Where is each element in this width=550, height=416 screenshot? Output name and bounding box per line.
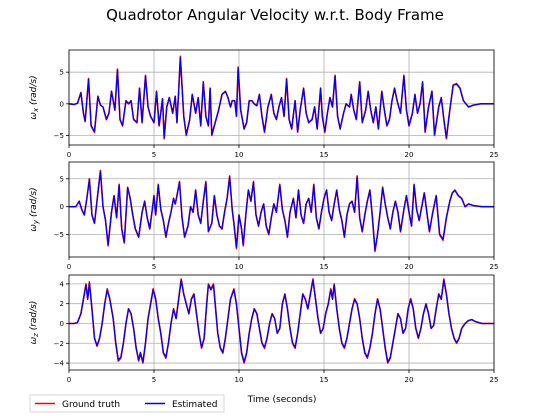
x-tick-label: 0 [67, 263, 71, 271]
y-tick-label: 0 [60, 320, 64, 328]
legend: Ground truth Estimated [30, 395, 224, 412]
x-tick-label: 5 [152, 151, 156, 159]
x-axis-label: Time (seconds) [247, 395, 317, 405]
x-tick-label: 25 [490, 151, 499, 159]
legend-label-estimated: Estimated [172, 400, 217, 410]
subplot-y: 0 5 10 15 20 25 −5 0 5 ωy (rad/s) [29, 162, 498, 271]
x-tick-label: 15 [320, 376, 329, 384]
subplot-x: 0 5 10 15 20 25 −5 0 5 ωx (rad/s) [29, 50, 498, 159]
series-line-estimated [69, 58, 494, 138]
x-tick-label: 0 [67, 376, 71, 384]
y-tick-label: −2 [54, 340, 64, 348]
y-tick-label: −5 [54, 231, 64, 239]
x-tick-label: 10 [235, 263, 244, 271]
axes-frame [69, 162, 494, 257]
x-tick-label: 25 [490, 376, 499, 384]
y-axis-label-x: ωx (rad/s) [29, 75, 40, 119]
x-tick-label: 20 [405, 151, 414, 159]
x-tick-label: 25 [490, 263, 499, 271]
y-tick-label: 0 [60, 203, 64, 211]
x-tick-label: 15 [320, 151, 329, 159]
series-line-estimated [69, 280, 494, 362]
chart-title: Quadrotor Angular Velocity w.r.t. Body F… [106, 6, 444, 24]
y-axis-label-z: ωz (rad/s) [29, 301, 40, 345]
y-tick-label: −5 [54, 132, 64, 140]
x-tick-label: 5 [152, 263, 156, 271]
y-tick-label: 2 [60, 300, 64, 308]
x-tick-label: 20 [405, 376, 414, 384]
subplot-z: 0 5 10 15 20 25 −4 −2 0 2 4 ωz (rad/s) [29, 275, 498, 384]
x-tick-label: 5 [152, 376, 156, 384]
y-axis-label-y: ωy (rad/s) [29, 187, 40, 231]
x-tick-label: 10 [235, 151, 244, 159]
y-tick-label: 5 [60, 69, 64, 77]
series-line-estimated [69, 171, 494, 250]
x-tick-label: 15 [320, 263, 329, 271]
y-tick-label: 0 [60, 100, 64, 108]
x-tick-label: 10 [235, 376, 244, 384]
legend-label-ground-truth: Ground truth [62, 400, 120, 410]
y-tick-label: −4 [54, 360, 65, 368]
x-tick-label: 20 [405, 263, 414, 271]
y-tick-label: 4 [60, 280, 65, 288]
x-tick-label: 0 [67, 151, 71, 159]
y-tick-label: 5 [60, 175, 64, 183]
